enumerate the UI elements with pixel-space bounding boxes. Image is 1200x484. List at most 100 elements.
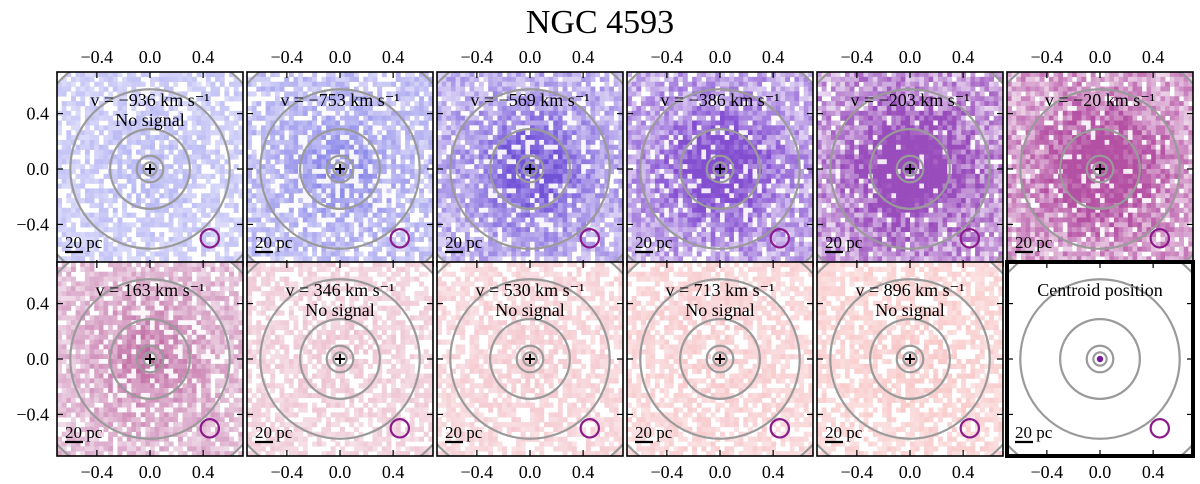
scale-bar-label: 20 pc — [65, 233, 103, 252]
channel-panel-v530: 20 pc v = 530 km s⁻¹No signal −0.4 0.0 0.4 — [436, 261, 624, 482]
contour-ring — [109, 318, 191, 400]
x-tick-label: −0.4 — [81, 47, 114, 67]
contour-ring — [142, 351, 158, 367]
contour-ring — [1019, 88, 1181, 250]
contour-ring — [1092, 351, 1108, 367]
contour-ring — [449, 278, 611, 440]
figure-title: NGC 4593 — [526, 4, 674, 41]
velocity-label: Centroid position — [1037, 280, 1163, 300]
x-tick-label: 0.0 — [709, 462, 732, 482]
contour-ring — [259, 88, 421, 250]
contour-ring — [829, 88, 991, 250]
centroid-marker — [1096, 355, 1104, 363]
contour-ring — [522, 351, 538, 367]
contour-ring — [515, 154, 545, 184]
contour-ring — [902, 351, 918, 367]
x-tick-label: −0.4 — [841, 47, 874, 67]
x-tick-label: −0.4 — [461, 47, 494, 67]
scale-bar: 20 pc — [445, 233, 483, 254]
scale-bar: 20 pc — [635, 233, 673, 254]
axis-ticks — [247, 262, 433, 456]
flux-pixels — [437, 262, 623, 456]
x-tick-label: 0.4 — [1142, 462, 1165, 482]
no-signal-note: No signal — [875, 300, 945, 320]
x-tick-label: 0.4 — [1142, 47, 1165, 67]
contour-ring — [869, 128, 951, 210]
panel-frame — [436, 261, 624, 457]
channel-panel-centroid: 20 pc Centroid position −0.4 0.0 0.4 — [1005, 260, 1195, 482]
scale-bar: 20 pc — [825, 233, 863, 254]
channel-panel-v-569: 20 pc v = −569 km s⁻¹ −0.4 0.0 0.4 — [436, 47, 624, 267]
x-tick-label: 0.4 — [572, 462, 595, 482]
beam-ellipse — [199, 228, 221, 249]
x-tick-label: −0.4 — [81, 462, 114, 482]
velocity-label: v = 530 km s⁻¹ — [475, 280, 584, 300]
contour-set — [1007, 262, 1193, 456]
y-tick-label: 0.4 — [27, 104, 50, 124]
velocity-label: v = 713 km s⁻¹ — [665, 280, 774, 300]
beam-ellipse — [199, 418, 221, 439]
channel-panel-v-203: 20 pc v = −203 km s⁻¹ −0.4 0.0 0.4 — [816, 47, 1004, 267]
axis-ticks — [57, 262, 243, 456]
x-tick-label: 0.4 — [762, 462, 785, 482]
x-tick-label: 0.4 — [382, 47, 405, 67]
flux-pixels — [817, 72, 1003, 266]
contour-set — [437, 262, 623, 456]
panel-plot-area: 20 pc v = −386 km s⁻¹ — [627, 72, 813, 266]
contour-ring — [712, 161, 728, 177]
x-tick-label: 0.0 — [329, 47, 352, 67]
scale-bar: 20 pc — [1015, 233, 1053, 254]
nucleus-marker — [905, 354, 915, 364]
contour-ring — [895, 344, 925, 374]
beam-ellipse — [1149, 418, 1171, 439]
contour-ring — [69, 88, 231, 250]
contour-ring — [1019, 278, 1181, 440]
contour-ring — [705, 154, 735, 184]
nucleus-marker — [1095, 164, 1105, 174]
panel-plot-area: 20 pc v = −753 km s⁻¹ — [247, 72, 433, 266]
contour-ring — [135, 154, 165, 184]
contour-ring — [69, 278, 231, 440]
x-tick-label: 0.0 — [709, 47, 732, 67]
contour-ring — [489, 318, 571, 400]
scale-bar-label: 20 pc — [255, 423, 293, 442]
panel-frame — [246, 261, 434, 457]
beam-ellipse — [1149, 228, 1171, 249]
contour-set — [627, 72, 813, 266]
contour-set — [57, 262, 243, 456]
nucleus-marker — [525, 354, 535, 364]
axis-ticks — [437, 262, 623, 456]
channel-panel-v-386: 20 pc v = −386 km s⁻¹ −0.4 0.0 0.4 — [626, 47, 814, 267]
contour-ring — [332, 161, 348, 177]
panel-frame — [1005, 260, 1195, 458]
x-tick-label: −0.4 — [271, 462, 304, 482]
scale-bar: 20 pc — [65, 423, 103, 444]
beam-ellipse — [579, 228, 601, 249]
contour-ring — [109, 128, 191, 210]
channel-panel-v346: 20 pc v = 346 km s⁻¹No signal −0.4 0.0 0.4 — [246, 261, 434, 482]
contour-ring — [895, 154, 925, 184]
nucleus-marker — [525, 164, 535, 174]
x-tick-label: 0.4 — [382, 462, 405, 482]
y-tick-label: 0.0 — [27, 159, 50, 179]
scale-bar-label: 20 pc — [1015, 233, 1053, 252]
channel-panel-v896: 20 pc v = 896 km s⁻¹No signal −0.4 0.0 0.4 — [816, 261, 1004, 482]
nucleus-marker — [715, 354, 725, 364]
nucleus-marker — [145, 164, 155, 174]
contour-ring — [1085, 344, 1115, 374]
x-tick-label: −0.4 — [651, 47, 684, 67]
axis-ticks — [627, 262, 813, 456]
x-tick-label: 0.0 — [139, 47, 162, 67]
panel-plot-area: 20 pc v = 530 km s⁻¹No signal — [437, 262, 623, 456]
panel-plot-area: 20 pc v = 896 km s⁻¹No signal — [817, 262, 1003, 456]
scale-bar-label: 20 pc — [1015, 423, 1053, 442]
flux-pixels — [247, 72, 433, 266]
scale-bar-label: 20 pc — [445, 423, 483, 442]
panel-plot-area: 20 pc Centroid position — [1007, 262, 1193, 456]
panel-plot-area: 20 pc v = 346 km s⁻¹No signal — [247, 262, 433, 456]
x-tick-label: −0.4 — [1031, 47, 1064, 67]
channel-panel-v-936: 20 pc v = −936 km s⁻¹No signal −0.4 0.0 0.4 0… — [16, 47, 244, 267]
y-tick-label: 0.0 — [27, 349, 50, 369]
scale-bar-label: 20 pc — [635, 423, 673, 442]
panel-plot-area: 20 pc v = 163 km s⁻¹ — [57, 262, 243, 456]
